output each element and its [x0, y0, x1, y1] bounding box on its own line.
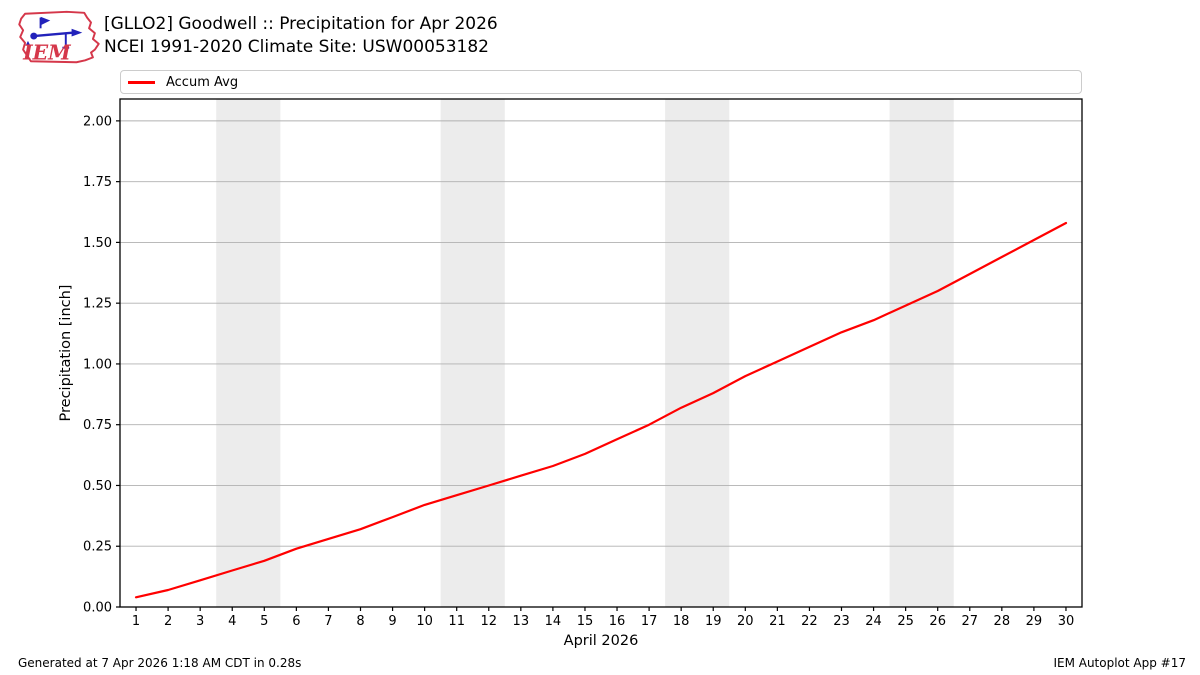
x-axis-label: April 2026	[563, 633, 639, 649]
y-tick-label: 1.00	[83, 357, 112, 372]
iem-logo: IEM	[18, 10, 100, 64]
plot-frame	[119, 98, 1083, 608]
y-tick-label: 0.25	[83, 540, 112, 555]
y-tick-label: 1.75	[83, 175, 112, 190]
y-tick-label: 1.25	[83, 297, 112, 312]
x-tick-label: 25	[897, 614, 914, 629]
x-ticks: 1 2 3 4 5 6 7 8 9 10 11 12 13 14 15 16 17 18 19 20 21 22 23 24 2…	[132, 607, 1074, 629]
x-tick-label: 3	[196, 614, 204, 629]
logo-text: IEM	[22, 40, 72, 64]
legend: Accum Avg	[120, 70, 1082, 94]
weekend-band	[665, 99, 730, 607]
x-tick-label: 8	[356, 614, 364, 629]
page-title: [GLLO2] Goodwell :: Precipitation for Ap…	[104, 13, 498, 58]
y-tick-label: 0.00	[83, 601, 112, 616]
y-grid-and-ticks: 0.00 0.25 0.50 0.75 1.00 1.25 1.50 1.75 2.00	[83, 114, 1082, 616]
x-tick-label: 11	[448, 614, 465, 629]
x-tick-label: 9	[388, 614, 396, 629]
x-tick-label: 5	[260, 614, 268, 629]
x-tick-label: 4	[228, 614, 236, 629]
accum-avg-line	[134, 221, 1068, 599]
y-tick-label: 0.50	[83, 479, 112, 494]
weekend-band	[216, 99, 281, 607]
legend-label: Accum Avg	[166, 74, 239, 90]
iowa-outline-icon	[18, 10, 100, 64]
x-tick-label: 13	[513, 614, 530, 629]
y-tick-label: 2.00	[83, 114, 112, 129]
title-line-1: [GLLO2] Goodwell :: Precipitation for Ap…	[104, 14, 498, 34]
title-line-2: NCEI 1991-2020 Climate Site: USW00053182	[104, 36, 489, 57]
y-axis-label: Precipitation [inch]	[58, 284, 74, 422]
weekend-band	[440, 99, 505, 607]
x-tick-label: 14	[545, 614, 562, 629]
x-tick-label: 15	[577, 614, 594, 629]
generated-timestamp: Generated at 7 Apr 2026 1:18 AM CDT in 0…	[18, 656, 302, 670]
weather-vane-icon	[26, 16, 83, 49]
x-tick-label: 6	[292, 614, 300, 629]
x-tick-label: 30	[1058, 614, 1075, 629]
x-tick-label: 26	[929, 614, 946, 629]
y-tick-label: 1.50	[83, 236, 112, 251]
legend-line-swatch	[128, 80, 155, 84]
x-tick-label: 22	[801, 614, 818, 629]
x-tick-label: 20	[737, 614, 754, 629]
x-tick-label: 18	[673, 614, 690, 629]
x-tick-label: 21	[769, 614, 786, 629]
y-tick-label: 0.75	[83, 418, 112, 433]
x-tick-label: 2	[164, 614, 172, 629]
weekend-band	[889, 99, 954, 607]
x-tick-label: 29	[1026, 614, 1043, 629]
x-tick-label: 12	[480, 614, 497, 629]
x-tick-label: 17	[641, 614, 658, 629]
x-tick-label: 24	[865, 614, 882, 629]
x-tick-label: 7	[324, 614, 332, 629]
x-tick-label: 1	[132, 614, 140, 629]
x-tick-label: 19	[705, 614, 722, 629]
weekend-bands	[216, 99, 954, 607]
x-tick-label: 28	[994, 614, 1011, 629]
x-tick-label: 16	[609, 614, 626, 629]
app-reference: IEM Autoplot App #17	[1053, 656, 1186, 670]
x-tick-label: 10	[416, 614, 433, 629]
x-tick-label: 27	[961, 614, 978, 629]
x-tick-label: 23	[833, 614, 850, 629]
